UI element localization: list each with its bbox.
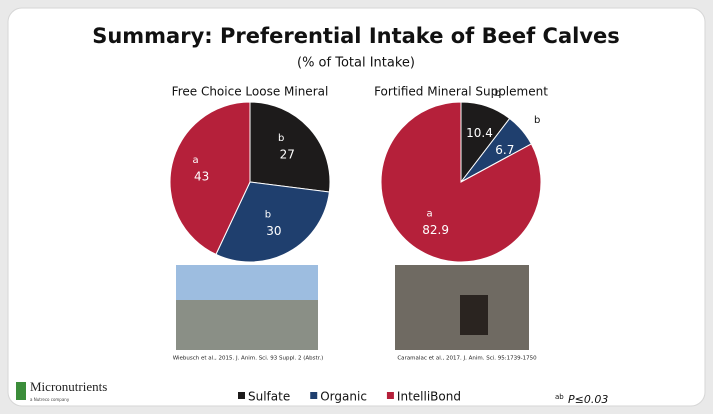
pie-slice [215,181,330,263]
significance-letter: a [193,155,199,166]
legend-label: Sulfate [248,390,290,404]
legend-swatch [310,392,318,399]
logo-name: Micronutrients [30,379,107,394]
source: Wiebusch et al., 2015. J. Anim. Sci. 93 … [173,356,324,362]
logo-tagline: a Nutreco company [30,397,70,402]
chart-title: Fortified Mineral Supplement [374,85,548,99]
significance-letter: a [427,209,433,220]
data-label: 82.9 [422,223,449,237]
pie-slice [380,101,542,263]
data-label: 10.4 [466,126,493,140]
significance-letter: b [495,88,501,99]
chart-title: Free Choice Loose Mineral [172,85,329,99]
slide-title: Summary: Preferential Intake of Beef Cal… [92,24,620,48]
legend-label: IntelliBond [397,390,461,404]
legend-label: Organic [320,390,367,404]
footnote-letters: ab [555,393,564,401]
legend-swatch [386,392,394,399]
photo-calf [460,295,488,335]
legend-swatch [238,392,245,399]
subtitle: (% of Total Intake) [297,56,415,71]
pie-slice [169,101,251,256]
photo-sky [176,265,318,300]
significance-letter: b [265,209,271,220]
logo-icon [16,382,26,400]
data-label: 43 [194,170,209,184]
significance-letter: b [278,133,284,144]
data-label: 27 [280,148,295,162]
source: Caramalac et al., 2017. J. Anim. Sci. 95… [397,356,537,362]
pie-slice [249,101,331,193]
significance-letter: b [534,115,540,126]
footnote-text: P≤0.03 [568,393,608,406]
data-label: 30 [266,224,281,238]
data-label: 6.7 [495,143,514,157]
